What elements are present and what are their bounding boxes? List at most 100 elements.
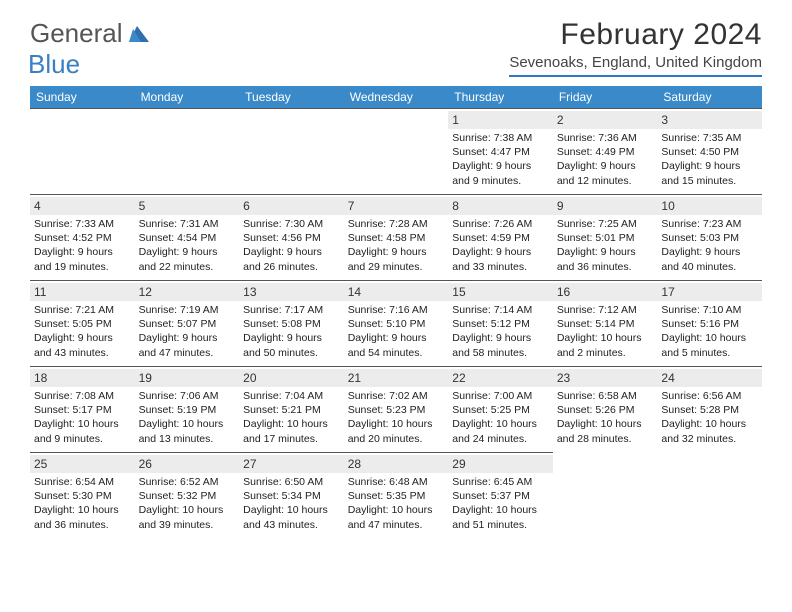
day-info: Sunrise: 7:35 AMSunset: 4:50 PMDaylight:… [661, 131, 758, 188]
info-line-sr: Sunrise: 7:12 AM [557, 303, 654, 317]
info-line-d1: Daylight: 9 hours [348, 245, 445, 259]
day-info: Sunrise: 7:33 AMSunset: 4:52 PMDaylight:… [34, 217, 131, 274]
info-line-ss: Sunset: 4:56 PM [243, 231, 340, 245]
weekday-header: Wednesday [344, 86, 449, 108]
info-line-ss: Sunset: 5:12 PM [452, 317, 549, 331]
day-info: Sunrise: 6:54 AMSunset: 5:30 PMDaylight:… [34, 475, 131, 532]
info-line-d2: and 33 minutes. [452, 260, 549, 274]
info-line-d1: Daylight: 10 hours [661, 417, 758, 431]
date-number: 17 [657, 283, 762, 301]
info-line-d2: and 9 minutes. [452, 174, 549, 188]
date-number: 18 [30, 369, 135, 387]
info-line-sr: Sunrise: 7:36 AM [557, 131, 654, 145]
info-line-ss: Sunset: 5:08 PM [243, 317, 340, 331]
day-info: Sunrise: 7:02 AMSunset: 5:23 PMDaylight:… [348, 389, 445, 446]
day-info: Sunrise: 7:21 AMSunset: 5:05 PMDaylight:… [34, 303, 131, 360]
info-line-d1: Daylight: 9 hours [452, 159, 549, 173]
info-line-d2: and 9 minutes. [34, 432, 131, 446]
day-cell: 7Sunrise: 7:28 AMSunset: 4:58 PMDaylight… [344, 194, 449, 280]
day-info: Sunrise: 7:38 AMSunset: 4:47 PMDaylight:… [452, 131, 549, 188]
day-info: Sunrise: 7:16 AMSunset: 5:10 PMDaylight:… [348, 303, 445, 360]
day-cell: 18 Sunrise: 7:08 AMSunset: 5:17 PMDayligh… [30, 366, 135, 452]
info-line-ss: Sunset: 5:25 PM [452, 403, 549, 417]
info-line-ss: Sunset: 5:23 PM [348, 403, 445, 417]
info-line-sr: Sunrise: 7:10 AM [661, 303, 758, 317]
day-cell: 23Sunrise: 6:58 AMSunset: 5:26 PMDayligh… [553, 366, 658, 452]
empty-cell [344, 108, 449, 194]
info-line-d1: Daylight: 9 hours [348, 331, 445, 345]
info-line-sr: Sunrise: 7:30 AM [243, 217, 340, 231]
info-line-sr: Sunrise: 7:16 AM [348, 303, 445, 317]
day-cell: 22Sunrise: 7:00 AMSunset: 5:25 PMDayligh… [448, 366, 553, 452]
info-line-d1: Daylight: 9 hours [34, 331, 131, 345]
info-line-d2: and 36 minutes. [557, 260, 654, 274]
weekday-header: Tuesday [239, 86, 344, 108]
info-line-sr: Sunrise: 7:19 AM [139, 303, 236, 317]
day-cell: 14Sunrise: 7:16 AMSunset: 5:10 PMDayligh… [344, 280, 449, 366]
day-cell: 19Sunrise: 7:06 AMSunset: 5:19 PMDayligh… [135, 366, 240, 452]
info-line-d1: Daylight: 9 hours [243, 245, 340, 259]
info-line-sr: Sunrise: 6:48 AM [348, 475, 445, 489]
info-line-sr: Sunrise: 6:52 AM [139, 475, 236, 489]
day-cell: 20Sunrise: 7:04 AMSunset: 5:21 PMDayligh… [239, 366, 344, 452]
info-line-d1: Daylight: 9 hours [243, 331, 340, 345]
day-info: Sunrise: 7:31 AMSunset: 4:54 PMDaylight:… [139, 217, 236, 274]
day-cell: 17Sunrise: 7:10 AMSunset: 5:16 PMDayligh… [657, 280, 762, 366]
info-line-d2: and 39 minutes. [139, 518, 236, 532]
info-line-sr: Sunrise: 7:21 AM [34, 303, 131, 317]
info-line-ss: Sunset: 5:21 PM [243, 403, 340, 417]
header: General Blue February 2024 Sevenoaks, En… [30, 18, 762, 80]
date-number: 19 [135, 369, 240, 387]
day-cell: 1Sunrise: 7:38 AMSunset: 4:47 PMDaylight… [448, 108, 553, 194]
weekday-header: Friday [553, 86, 658, 108]
info-line-ss: Sunset: 4:49 PM [557, 145, 654, 159]
info-line-sr: Sunrise: 7:23 AM [661, 217, 758, 231]
day-cell: 16Sunrise: 7:12 AMSunset: 5:14 PMDayligh… [553, 280, 658, 366]
day-info: Sunrise: 7:14 AMSunset: 5:12 PMDaylight:… [452, 303, 549, 360]
info-line-sr: Sunrise: 7:26 AM [452, 217, 549, 231]
info-line-d2: and 36 minutes. [34, 518, 131, 532]
date-number: 3 [657, 111, 762, 129]
day-info: Sunrise: 7:04 AMSunset: 5:21 PMDaylight:… [243, 389, 340, 446]
date-number: 12 [135, 283, 240, 301]
date-number: 29 [448, 455, 553, 473]
day-cell: 29Sunrise: 6:45 AMSunset: 5:37 PMDayligh… [448, 452, 553, 538]
info-line-sr: Sunrise: 7:31 AM [139, 217, 236, 231]
info-line-d1: Daylight: 10 hours [452, 417, 549, 431]
title-block: February 2024 Sevenoaks, England, United… [509, 18, 762, 77]
info-line-ss: Sunset: 5:19 PM [139, 403, 236, 417]
day-info: Sunrise: 7:00 AMSunset: 5:25 PMDaylight:… [452, 389, 549, 446]
day-info: Sunrise: 7:08 AMSunset: 5:17 PMDaylight:… [34, 389, 131, 446]
day-info: Sunrise: 7:28 AMSunset: 4:58 PMDaylight:… [348, 217, 445, 274]
info-line-d2: and 2 minutes. [557, 346, 654, 360]
info-line-d2: and 17 minutes. [243, 432, 340, 446]
date-number: 4 [30, 197, 135, 215]
info-line-sr: Sunrise: 7:25 AM [557, 217, 654, 231]
day-cell: 11Sunrise: 7:21 AMSunset: 5:05 PMDayligh… [30, 280, 135, 366]
date-number: 10 [657, 197, 762, 215]
info-line-d2: and 13 minutes. [139, 432, 236, 446]
logo-text-general: General [30, 18, 123, 48]
info-line-d1: Daylight: 9 hours [557, 245, 654, 259]
day-info: Sunrise: 7:25 AMSunset: 5:01 PMDaylight:… [557, 217, 654, 274]
info-line-d1: Daylight: 10 hours [557, 331, 654, 345]
day-info: Sunrise: 7:19 AMSunset: 5:07 PMDaylight:… [139, 303, 236, 360]
day-cell: 25Sunrise: 6:54 AMSunset: 5:30 PMDayligh… [30, 452, 135, 538]
info-line-ss: Sunset: 5:17 PM [34, 403, 131, 417]
day-cell: 2Sunrise: 7:36 AMSunset: 4:49 PMDaylight… [553, 108, 658, 194]
info-line-sr: Sunrise: 6:56 AM [661, 389, 758, 403]
info-line-ss: Sunset: 5:32 PM [139, 489, 236, 503]
day-info: Sunrise: 7:26 AMSunset: 4:59 PMDaylight:… [452, 217, 549, 274]
info-line-ss: Sunset: 5:01 PM [557, 231, 654, 245]
info-line-ss: Sunset: 4:50 PM [661, 145, 758, 159]
empty-cell [239, 108, 344, 194]
info-line-d2: and 26 minutes. [243, 260, 340, 274]
info-line-ss: Sunset: 5:37 PM [452, 489, 549, 503]
info-line-ss: Sunset: 5:30 PM [34, 489, 131, 503]
day-cell: 24Sunrise: 6:56 AMSunset: 5:28 PMDayligh… [657, 366, 762, 452]
day-info: Sunrise: 7:12 AMSunset: 5:14 PMDaylight:… [557, 303, 654, 360]
info-line-sr: Sunrise: 6:58 AM [557, 389, 654, 403]
day-cell: 21Sunrise: 7:02 AMSunset: 5:23 PMDayligh… [344, 366, 449, 452]
info-line-d1: Daylight: 10 hours [34, 417, 131, 431]
info-line-d2: and 22 minutes. [139, 260, 236, 274]
